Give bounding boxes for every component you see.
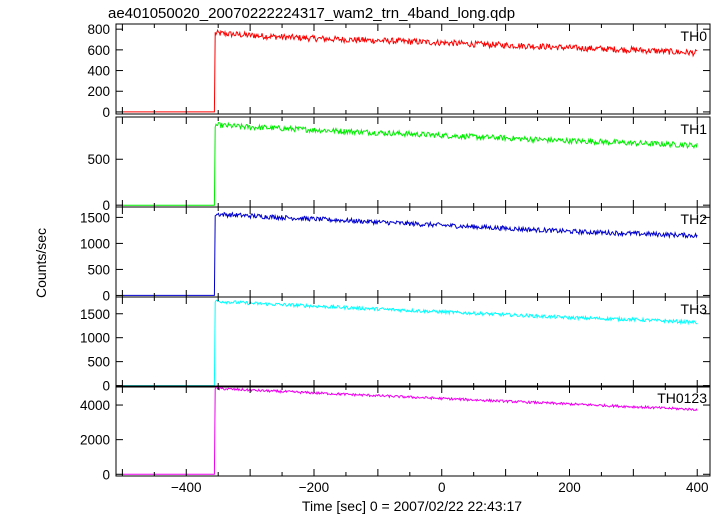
x-tick-label: −200 xyxy=(299,480,329,495)
panel-label-th3: TH3 xyxy=(681,301,708,317)
x-tick-label: 200 xyxy=(558,480,581,495)
panel-label-th2: TH2 xyxy=(681,211,708,227)
y-tick-label: 0 xyxy=(102,467,110,482)
y-tick-label: 500 xyxy=(87,152,110,167)
panel-frame xyxy=(115,296,711,388)
panel-th3: 0 500 1000 1500 TH3 xyxy=(80,296,711,394)
y-tick-label: 4000 xyxy=(80,398,110,413)
panel-th0: 0 200 400 600 800 TH0 xyxy=(87,22,711,120)
panel-frame xyxy=(115,116,711,208)
y-tick-label: 500 xyxy=(87,262,110,277)
x-tick-label: −400 xyxy=(171,480,201,495)
y-tick-label: 1000 xyxy=(80,236,110,251)
panel-th0123: 0 2000 4000 TH0123 xyxy=(80,385,711,482)
panel-th2: 0 500 1000 1500 TH2 xyxy=(80,206,711,303)
panels: 0 200 400 600 800 TH0 0 500 TH1 0 500 1000 1500 TH2 0 5… xyxy=(80,22,711,495)
panel-frame xyxy=(115,385,711,477)
y-axis-label: Counts/sec xyxy=(33,228,49,298)
panel-frame xyxy=(115,23,711,115)
y-tick-label: 0 xyxy=(102,198,110,213)
y-tick-label: 2000 xyxy=(80,433,110,448)
panel-th1: 0 500 TH1 xyxy=(87,116,711,213)
y-tick-label: 0 xyxy=(102,105,110,120)
y-tick-label: 600 xyxy=(87,43,110,58)
series-line-th1 xyxy=(122,121,698,206)
panel-label-th0: TH0 xyxy=(681,28,708,44)
y-tick-label: 1000 xyxy=(80,331,110,346)
panel-frame xyxy=(115,206,711,298)
y-tick-label: 1500 xyxy=(80,210,110,225)
series-line-th3 xyxy=(122,299,698,387)
chart-title: ae401050020_20070222224317_wam2_trn_4ban… xyxy=(108,5,515,22)
series-line-th2 xyxy=(122,211,698,296)
y-tick-label: 800 xyxy=(87,22,110,37)
y-tick-label: 400 xyxy=(87,64,110,79)
y-tick-label: 0 xyxy=(102,379,110,394)
series-line-th0123 xyxy=(122,386,698,475)
x-axis-label: Time [sec] 0 = 2007/02/22 22:43:17 xyxy=(302,498,522,514)
panel-label-th1: TH1 xyxy=(681,121,708,137)
y-tick-label: 500 xyxy=(87,355,110,370)
y-tick-label: 200 xyxy=(87,84,110,99)
y-tick-label: 1500 xyxy=(80,307,110,322)
x-tick-label: 400 xyxy=(686,480,709,495)
series-line-th0 xyxy=(122,28,698,113)
x-tick-label: 0 xyxy=(438,480,446,495)
panel-label-th0123: TH0123 xyxy=(657,390,707,406)
y-tick-label: 0 xyxy=(102,288,110,303)
